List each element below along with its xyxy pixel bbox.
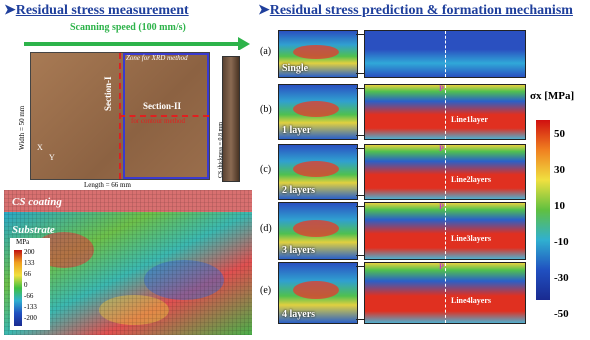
layer-label: 4 layers [282,309,316,320]
left-colorbar: MPa 200 133 66 0 -66 -133 -200 [10,238,50,330]
panel-letter: (b) [260,104,272,115]
scan-label: Scanning speed (100 mm/s) [70,22,186,33]
left-cbar-title: MPa [16,238,30,246]
axis-x-label: X [37,143,43,152]
contour-label: for contour method [131,117,186,125]
zoom-connector [356,148,364,196]
section1-label: Section-I [103,76,113,112]
zone-label: Zone for XRD method [126,54,188,62]
sim-field-small: 1 layer [278,84,358,140]
layer-label: Single [282,63,309,74]
zoom-connector [356,34,364,74]
line-label: Line1layer [451,115,488,124]
right-cbar-gradient [536,120,550,300]
sim-field-small: 2 layers [278,144,358,200]
centerline [445,31,446,77]
centerline [445,203,446,259]
right-cbar-ticks: 50 30 10 -10 -30 -50 [554,128,569,320]
centerline [445,145,446,199]
zoom-connector [356,206,364,256]
stress-blob [293,161,339,177]
panel-letter: (a) [260,46,272,57]
section2-line [119,115,209,117]
stress-blob [293,281,339,299]
cs-coating-label: CS coating [12,196,62,208]
sim-field-zoom: P Line3layers [364,202,526,260]
sim-field-small: 4 layers [278,262,358,324]
left-cbar-ticks: 200 133 66 0 -66 -133 -200 [24,248,37,322]
centerline [445,85,446,139]
left-heading-text: Residual stress measurement [15,3,189,18]
right-heading-text: Residual stress prediction & formation m… [269,3,573,18]
line-label: Line3layers [451,234,491,243]
layer-label: 2 layers [282,185,316,196]
thickness-sample [222,56,240,182]
panel-letter: (e) [260,285,272,296]
stress-blob [293,45,339,59]
left-heading: ➤Residual stress measurement [4,2,189,19]
zoom-connector [356,88,364,136]
sim-field-zoom: P Line1layer [364,84,526,140]
stress-blob [293,220,339,237]
right-heading: ➤Residual stress prediction & formation … [258,2,573,19]
axis-y-label: Y [49,153,55,162]
length-label: Length = 66 mm [84,181,131,189]
contour-map: CS coating Substrate MPa 200 133 66 0 -66 -13… [4,190,252,335]
line-label: Line4layers [451,296,491,305]
stress-blob [293,101,339,117]
point-label: P [439,144,444,153]
sim-field-small: Single [278,30,358,78]
right-cbar-title: σx [MPa] [530,90,575,102]
point-label: P [439,262,444,271]
section2-label: Section-II [143,101,181,111]
arrow-icon: ➤ [4,3,16,18]
sim-field-zoom: P Line2layers [364,144,526,200]
point-label: P [439,84,444,93]
layer-label: 3 layers [282,245,316,256]
layer-label: 1 layer [282,125,312,136]
width-label: Width = 50 mm [18,105,26,150]
left-cbar-gradient [14,250,22,326]
sim-field-zoom: P Line4layers [364,262,526,324]
scan-arrow [24,34,250,51]
sim-field-zoom [364,30,526,78]
arrow-icon: ➤ [258,3,270,18]
thickness-label: CS thickness = 0.8 mm [218,122,224,178]
point-label: P [439,202,444,211]
substrate-label: Substrate [12,224,55,236]
sample-plate-photo: Zone for XRD method Section-I Section-II… [30,52,210,180]
panel-letter: (c) [260,164,272,175]
centerline [445,263,446,323]
panel-letter: (d) [260,223,272,234]
sim-field-small: 3 layers [278,202,358,260]
zoom-connector [356,266,364,320]
line-label: Line2layers [451,175,491,184]
